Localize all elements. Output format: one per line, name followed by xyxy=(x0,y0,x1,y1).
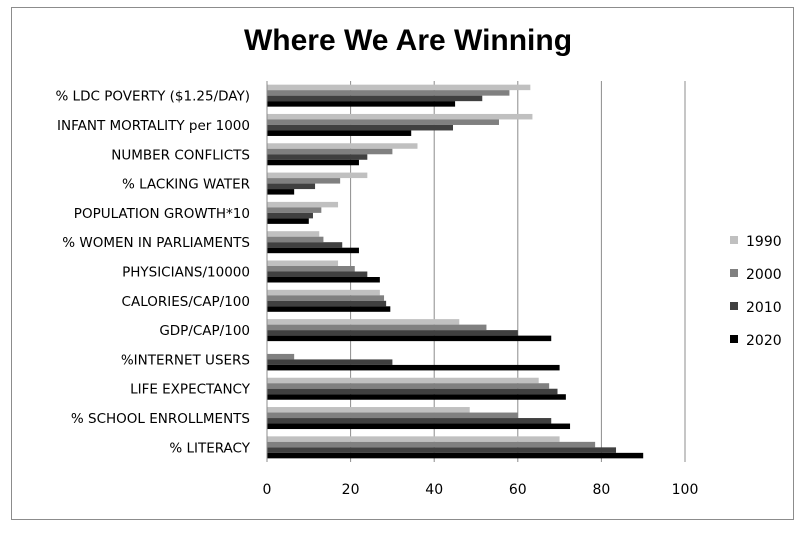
bar-2010-0 xyxy=(267,95,483,102)
bar-2020-12 xyxy=(267,452,644,459)
category-label: PHYSICIANS/10000 xyxy=(122,265,250,281)
bar-2020-9 xyxy=(267,364,560,371)
bar-2020-3 xyxy=(267,189,295,195)
bar-2010-7 xyxy=(267,300,387,307)
bar-2000-4 xyxy=(267,207,322,213)
category-label: INFANT MORTALITY per 1000 xyxy=(57,118,250,134)
category-label: %INTERNET USERS xyxy=(121,352,250,368)
legend-swatch-2000 xyxy=(730,269,738,277)
bar-2000-12 xyxy=(267,441,596,448)
bar-2010-9 xyxy=(267,359,393,365)
category-label: % WOMEN IN PARLIAMENTS xyxy=(62,235,250,251)
bar-2020-10 xyxy=(267,394,566,400)
category-label: % SCHOOL ENROLLMENTS xyxy=(71,411,250,427)
bar-2010-10 xyxy=(267,388,558,395)
x-tick-label: 40 xyxy=(425,482,443,498)
x-tick-labels: 0 20 40 60 80 100 xyxy=(263,482,699,498)
x-tick-label: 100 xyxy=(672,482,699,498)
bar-2010-6 xyxy=(267,271,368,277)
bar-2000-9 xyxy=(267,353,295,360)
bar-2000-3 xyxy=(267,178,341,184)
bar-1990-2 xyxy=(267,143,418,149)
bar-2020-5 xyxy=(267,247,359,254)
category-label: LIFE EXPECTANCY xyxy=(130,382,251,398)
legend-label-2020: 2020 xyxy=(746,333,782,349)
bar-2020-11 xyxy=(267,423,571,430)
bar-2020-8 xyxy=(267,335,552,342)
x-tick-label: 60 xyxy=(509,482,527,498)
bar-1990-5 xyxy=(267,231,320,237)
bar-1990-0 xyxy=(267,84,531,91)
bar-2010-11 xyxy=(267,418,552,424)
category-label: % LDC POVERTY ($1.25/DAY) xyxy=(55,89,250,105)
bar-1990-7 xyxy=(267,289,380,296)
gridlines xyxy=(350,81,686,462)
x-tick-label: 20 xyxy=(342,482,360,498)
chart-title: Where We Are Winning xyxy=(244,24,572,57)
bar-2000-6 xyxy=(267,266,355,272)
bar-1990-6 xyxy=(267,260,339,266)
bar-1990-4 xyxy=(267,201,339,208)
bar-2020-6 xyxy=(267,277,380,283)
category-label: POPULATION GROWTH*10 xyxy=(74,206,250,222)
bar-2010-5 xyxy=(267,242,343,248)
bar-2010-1 xyxy=(267,124,454,131)
bar-1990-11 xyxy=(267,407,470,413)
bar-2010-8 xyxy=(267,330,518,336)
x-tick-label: 0 xyxy=(263,482,272,498)
bars xyxy=(267,84,644,459)
category-label: NUMBER CONFLICTS xyxy=(111,147,250,163)
bar-2000-2 xyxy=(267,148,393,155)
category-label: % LACKING WATER xyxy=(122,177,250,193)
legend-swatch-1990 xyxy=(730,236,738,244)
category-label: % LITERACY xyxy=(169,440,250,456)
bar-2010-3 xyxy=(267,183,316,190)
bar-1990-3 xyxy=(267,172,368,179)
category-label: CALORIES/CAP/100 xyxy=(122,294,250,310)
bar-1990-1 xyxy=(267,113,533,120)
bar-2020-2 xyxy=(267,159,359,166)
legend-swatch-2020 xyxy=(730,335,738,343)
legend-label-2010: 2010 xyxy=(746,300,782,316)
bar-2000-5 xyxy=(267,236,324,243)
bar-2000-8 xyxy=(267,324,487,331)
legend-swatch-2010 xyxy=(730,302,738,310)
category-labels: % LDC POVERTY ($1.25/DAY) INFANT MORTALIT… xyxy=(55,89,250,457)
bar-2010-2 xyxy=(267,154,368,160)
bar-2000-0 xyxy=(267,90,510,96)
bar-2010-12 xyxy=(267,447,617,453)
legend-label-2000: 2000 xyxy=(746,267,782,283)
chart-frame: Where We Are Winning % LDC POVERTY ($1.2… xyxy=(11,7,794,520)
bar-chart: Where We Are Winning % LDC POVERTY ($1.2… xyxy=(55,24,782,498)
legend-label-1990: 1990 xyxy=(746,234,782,250)
bar-2000-7 xyxy=(267,295,385,301)
bar-2020-7 xyxy=(267,306,391,312)
bar-2000-1 xyxy=(267,119,499,125)
bar-2020-0 xyxy=(267,101,456,107)
bar-2020-4 xyxy=(267,218,309,224)
x-tick-label: 80 xyxy=(592,482,610,498)
bar-1990-8 xyxy=(267,319,460,325)
bar-2000-11 xyxy=(267,412,518,419)
bar-1990-12 xyxy=(267,436,560,442)
bar-2020-1 xyxy=(267,130,412,136)
bar-1990-10 xyxy=(267,377,539,384)
bar-2000-10 xyxy=(267,383,550,389)
legend: 1990 2000 2010 2020 xyxy=(730,234,782,349)
bar-2010-4 xyxy=(267,212,313,219)
category-label: GDP/CAP/100 xyxy=(159,323,250,339)
